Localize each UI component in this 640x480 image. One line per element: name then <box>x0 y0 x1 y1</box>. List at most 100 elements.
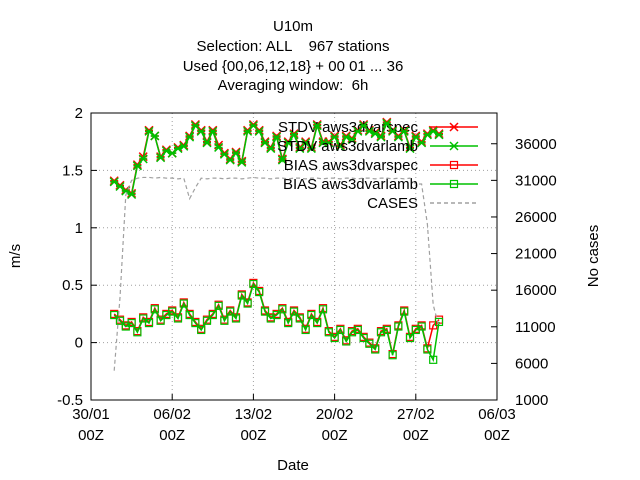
point <box>365 339 374 348</box>
series-line <box>113 176 440 371</box>
point <box>168 307 177 316</box>
point <box>156 153 166 163</box>
point <box>150 305 159 314</box>
point <box>313 318 322 328</box>
point <box>237 291 246 300</box>
point <box>382 118 392 128</box>
point <box>220 316 229 325</box>
point <box>423 345 432 354</box>
point <box>312 121 322 131</box>
point <box>307 310 316 320</box>
point <box>272 132 282 142</box>
point <box>214 142 224 152</box>
point <box>243 299 252 308</box>
y2-tick-label: 1000 <box>515 392 548 409</box>
legend-marker <box>449 122 459 132</box>
point <box>330 131 340 141</box>
point <box>179 299 188 308</box>
point <box>376 132 386 142</box>
point <box>231 314 241 323</box>
y2-tick-label: 36000 <box>515 136 557 153</box>
point <box>376 328 386 337</box>
point <box>185 310 194 320</box>
point <box>417 138 427 148</box>
y-tick-label: 0.5 <box>62 277 83 294</box>
point <box>353 325 362 335</box>
point <box>202 316 212 325</box>
legend-marker <box>449 141 459 151</box>
x-tick-label: 13/02 00Z <box>234 406 273 444</box>
y2-tick-label: 31000 <box>515 172 557 189</box>
point <box>434 130 444 140</box>
point <box>429 355 438 364</box>
x-axis-label: Date <box>277 457 309 474</box>
point <box>272 310 281 320</box>
point <box>127 318 136 328</box>
point <box>347 328 357 337</box>
point <box>139 314 148 323</box>
point <box>394 322 403 331</box>
point <box>347 134 357 144</box>
point <box>237 157 247 167</box>
point <box>197 325 206 335</box>
point <box>208 310 217 320</box>
point <box>255 287 264 297</box>
point <box>278 305 287 314</box>
legend-label: BIAS aws3dvarspec <box>284 157 419 174</box>
y2-tick-label: 6000 <box>515 355 548 372</box>
point <box>225 155 235 165</box>
point <box>371 345 380 354</box>
point <box>173 314 183 323</box>
point <box>138 154 148 164</box>
point <box>185 132 195 142</box>
point <box>150 131 160 141</box>
x-tick-label: 06/03 00Z <box>478 406 516 444</box>
point <box>179 141 189 151</box>
point <box>109 177 119 187</box>
y-tick-label: 1 <box>75 220 83 237</box>
point <box>277 155 287 165</box>
point <box>301 325 310 335</box>
x-tick-label: 27/02 00Z <box>397 406 435 444</box>
legend-label: CASES <box>367 195 418 212</box>
title-line: Used {00,06,12,18} + 00 01 ... 36 <box>183 58 404 75</box>
point <box>399 126 409 136</box>
point <box>144 318 154 328</box>
point <box>336 325 345 335</box>
point <box>156 316 165 325</box>
point <box>115 181 125 192</box>
point <box>133 328 142 337</box>
point <box>335 141 345 151</box>
point <box>284 318 293 328</box>
point <box>324 328 333 337</box>
point <box>202 138 212 148</box>
point <box>330 132 340 142</box>
point <box>318 305 328 314</box>
y2-tick-label: 11000 <box>515 319 556 336</box>
y-axis-label: m/s <box>7 244 24 268</box>
title-line: Averaging window: 6h <box>218 77 369 94</box>
legend-marker <box>449 179 459 189</box>
series-line <box>113 282 440 363</box>
point <box>399 125 409 135</box>
point <box>226 307 235 316</box>
point <box>434 317 444 327</box>
point <box>260 307 270 316</box>
x-tick-label: 06/02 00Z <box>153 406 191 444</box>
point <box>417 322 426 331</box>
point <box>196 125 206 135</box>
title-line: U10m <box>273 18 313 35</box>
point <box>208 126 218 136</box>
point <box>127 189 137 200</box>
x-tick-label: 30/01 00Z <box>72 406 110 444</box>
point <box>295 314 304 323</box>
point <box>405 144 415 154</box>
title-line: Selection: ALL 967 stations <box>197 38 390 55</box>
point <box>382 325 391 335</box>
point <box>254 125 264 135</box>
legend-label: STDV aws3dvarlamb <box>277 138 418 155</box>
point <box>330 333 339 343</box>
y2-tick-label: 21000 <box>515 246 557 263</box>
